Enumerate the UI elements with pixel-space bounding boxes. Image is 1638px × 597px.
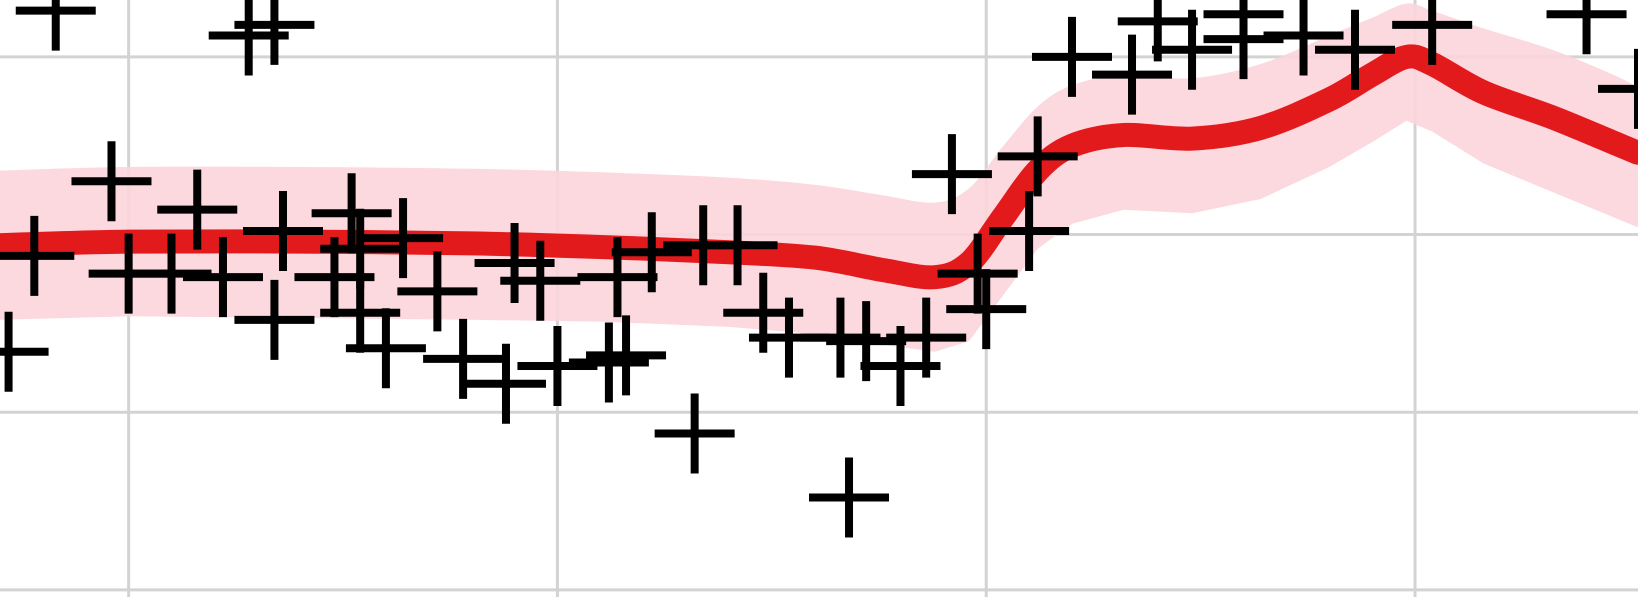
- data-point: [1546, 0, 1627, 55]
- confidence-band: [0, 3, 1638, 352]
- data-point: [886, 297, 967, 378]
- data-point: [1117, 0, 1198, 62]
- data-point: [182, 237, 263, 318]
- data-point: [611, 212, 692, 293]
- data-point: [500, 240, 581, 321]
- data-point: [311, 173, 392, 254]
- data-point: [946, 269, 1027, 350]
- data-point: [423, 318, 504, 399]
- data-point: [568, 322, 649, 403]
- data-point: [989, 190, 1070, 271]
- data-point: [363, 198, 444, 279]
- data-point: [234, 0, 315, 65]
- data-point: [1392, 0, 1473, 65]
- data-point: [234, 279, 315, 360]
- data-point: [663, 205, 744, 286]
- data-point: [320, 208, 401, 289]
- data-point: [0, 215, 75, 296]
- data-point: [243, 190, 324, 271]
- data-point: [1314, 9, 1395, 90]
- data-point: [654, 393, 735, 474]
- data-point: [809, 457, 890, 538]
- data-point: [71, 141, 152, 222]
- data-point: [911, 134, 992, 215]
- data-point: [997, 116, 1078, 197]
- data-point: [15, 0, 96, 51]
- confidence-band-layer: [0, 3, 1638, 352]
- data-points-layer: [0, 0, 1638, 538]
- data-point: [937, 233, 1018, 314]
- data-point: [1031, 16, 1112, 97]
- data-point: [1203, 0, 1284, 55]
- data-point: [586, 315, 667, 396]
- data-point: [1598, 48, 1638, 129]
- data-point: [1263, 0, 1344, 76]
- data-point: [1092, 34, 1173, 115]
- data-point: [0, 311, 49, 392]
- data-point: [157, 169, 238, 250]
- data-point: [397, 251, 478, 332]
- data-point: [345, 308, 426, 389]
- data-point: [465, 343, 546, 424]
